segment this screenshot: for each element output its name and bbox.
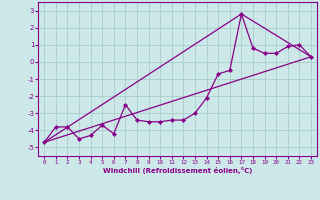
X-axis label: Windchill (Refroidissement éolien,°C): Windchill (Refroidissement éolien,°C): [103, 167, 252, 174]
